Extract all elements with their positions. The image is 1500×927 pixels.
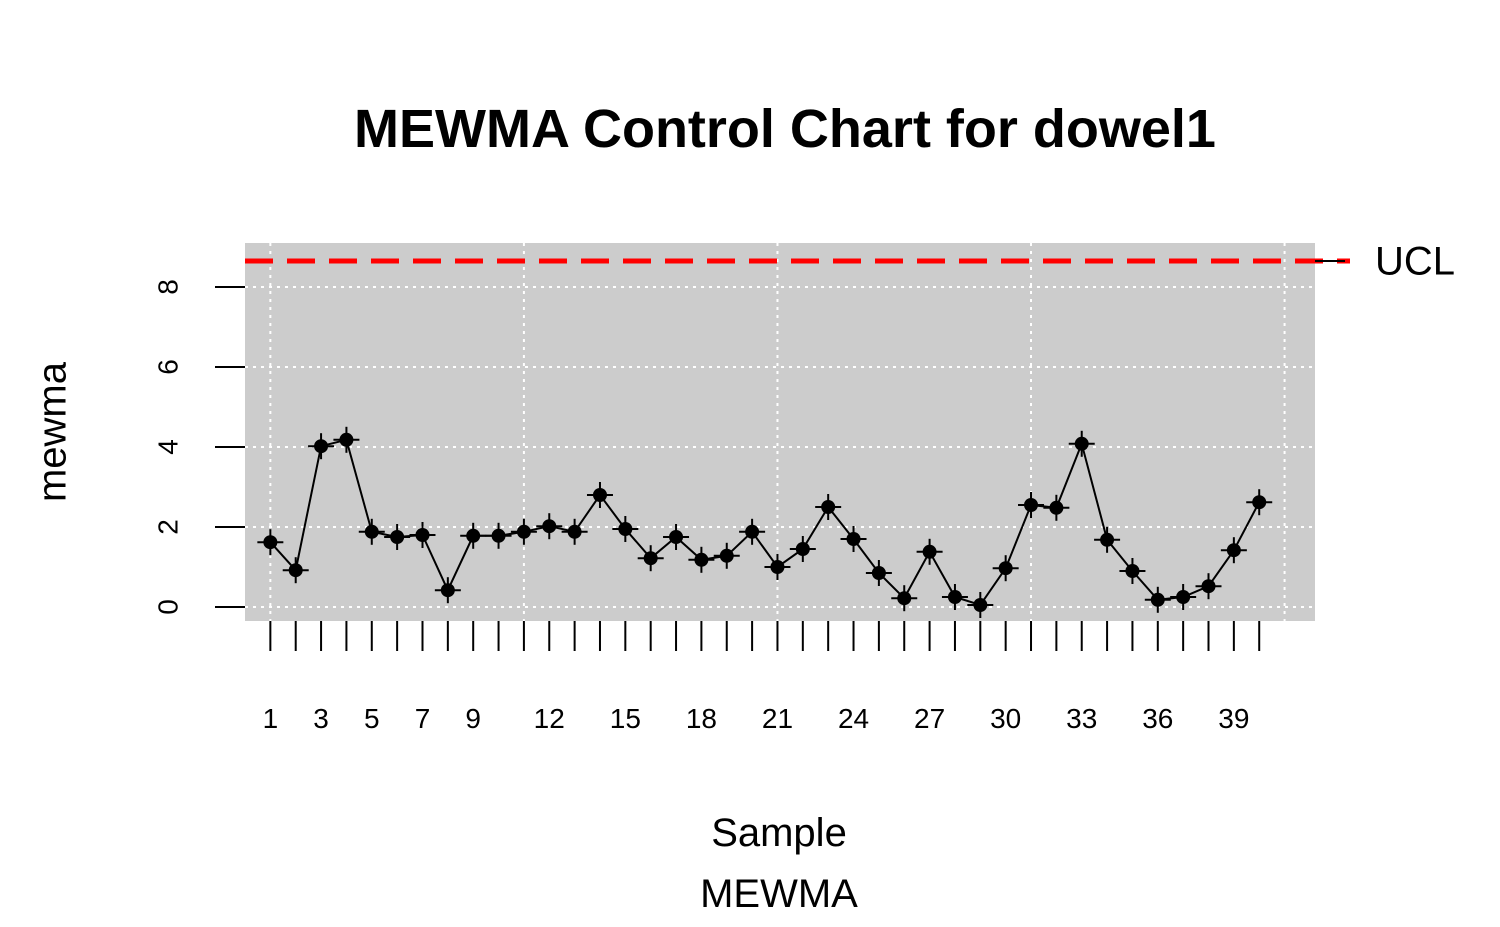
data-point [542,519,557,534]
data-point [973,598,988,612]
y-tick-label: 2 [152,519,183,535]
data-point [669,530,684,544]
x-axis-label: Sample [711,811,847,855]
data-point [745,524,760,539]
data-point [288,563,303,578]
x-axis: 1 3 5 7 9 12 15 18 21 24 27 30 33 36 39 [263,621,1261,734]
y-tick-label: 6 [152,359,183,375]
x-tick-label: 18 [686,703,717,734]
x-tick-label: 21 [762,703,793,734]
data-point [339,432,354,447]
data-point [770,560,785,574]
x-tick-label: 30 [990,703,1021,734]
data-point [998,561,1013,576]
y-axis-label: mewma [31,361,75,502]
data-point [390,530,405,544]
data-point [643,551,658,566]
series-group [257,426,1273,618]
data-point [795,542,810,556]
x-tick-label: 39 [1218,703,1249,734]
data-point [871,566,886,580]
data-point [1049,500,1064,515]
x-tick-label: 9 [465,703,481,734]
data-point [922,544,937,559]
data-point [314,439,329,454]
y-tick-label: 0 [152,599,183,615]
data-point [846,532,861,546]
x-tick-label: 5 [364,703,380,734]
data-point [1125,564,1140,578]
x-tick-label: 27 [914,703,945,734]
ucl-group: UCL [245,240,1455,284]
data-point [1176,590,1191,604]
data-point [1100,532,1115,547]
x-tick-label: 1 [263,703,279,734]
data-point [1226,543,1241,558]
data-point [466,528,481,543]
x-tick-label: 33 [1066,703,1097,734]
x-tick-label: 36 [1142,703,1173,734]
data-point [1074,436,1089,451]
data-point [694,552,709,567]
series-line [269,438,1261,607]
data-point [516,524,531,539]
data-point [415,528,430,542]
x-tick-label: 3 [313,703,329,734]
data-point [440,583,455,598]
data-point [1201,579,1216,594]
data-point [719,548,734,563]
x-tick-label: 7 [415,703,431,734]
data-point [821,500,836,514]
data-point [618,522,633,536]
x-tick-label: 12 [534,703,565,734]
data-point [1024,498,1039,512]
y-tick-label: 8 [152,279,183,295]
plot-panel [245,243,1315,621]
data-point [1150,592,1165,607]
data-point [567,524,582,539]
data-point [491,528,506,543]
chart-subtitle: MEWMA [700,872,858,916]
data-point [592,488,607,502]
chart-title: MEWMA Control Chart for dowel1 [354,99,1216,159]
data-point [1252,495,1267,510]
ucl-label: UCL [1375,240,1455,284]
y-tick-label: 4 [152,439,183,455]
data-point [897,591,912,606]
y-axis: 0 2 4 6 8 [152,279,245,615]
data-point [263,535,278,550]
x-tick-label: 24 [838,703,869,734]
data-point [364,524,379,539]
x-tick-label: 15 [610,703,641,734]
data-point [947,590,962,604]
